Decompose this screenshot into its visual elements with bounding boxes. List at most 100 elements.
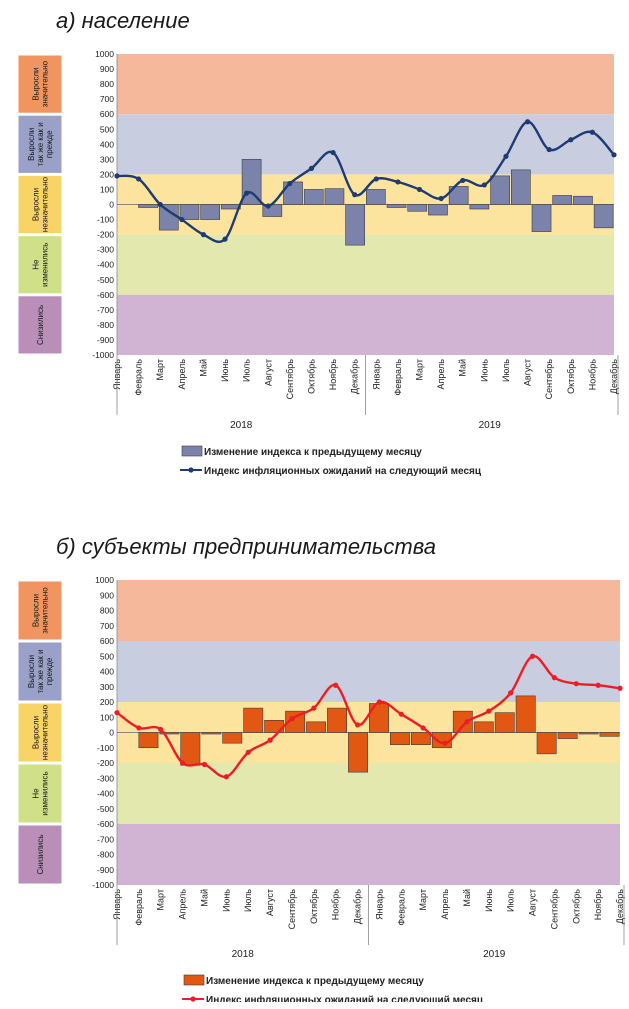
chart-a-line-point bbox=[373, 176, 379, 182]
chart-b-bar bbox=[180, 732, 201, 766]
chart-b-legend-line-label: Индекс инфляционных ожиданий на следующи… bbox=[206, 994, 484, 1002]
chart-a-ytick-label: -600 bbox=[97, 290, 114, 300]
chart-b-xtick-label: Ноябрь bbox=[331, 889, 341, 921]
chart-b-bar bbox=[452, 710, 473, 733]
chart-a-ytick-label: 300 bbox=[100, 154, 114, 164]
chart-b-bar bbox=[327, 707, 348, 733]
chart-b-xtick: Ноябрь bbox=[331, 889, 341, 921]
chart-b-xtick-label: Сентябрь bbox=[287, 889, 297, 930]
chart-b-bar bbox=[243, 707, 264, 733]
chart-b-ytick-label: 100 bbox=[100, 712, 114, 722]
chart-b-ytick-label: -500 bbox=[97, 804, 114, 814]
chart-a-xtick-label: Апрель bbox=[436, 359, 446, 390]
chart-b-xtick-label: Февраль bbox=[134, 889, 144, 926]
chart-a-ytick-label: -900 bbox=[97, 335, 114, 345]
chart-a-xtick: Июнь bbox=[479, 359, 489, 382]
chart-a-zone-label-text: Не bbox=[32, 259, 41, 270]
chart-b-xtick-label: Июнь bbox=[484, 889, 494, 912]
chart-a-line-point bbox=[460, 177, 466, 184]
chart-b-zone-label-box bbox=[17, 763, 63, 824]
chart-a-line-point bbox=[524, 119, 531, 125]
chart-a-bar bbox=[407, 204, 428, 212]
chart-a-ytick-label: -300 bbox=[97, 245, 114, 255]
chart-b-line-point bbox=[245, 749, 251, 755]
chart-b-line-point bbox=[551, 675, 557, 681]
chart-b-ytick-label: -900 bbox=[97, 865, 114, 875]
chart-a-ytick-label: -1000 bbox=[92, 350, 114, 360]
chart-b-legend-line-marker bbox=[190, 996, 196, 1002]
chart-a-zone-label-text: Выросли bbox=[32, 188, 41, 221]
chart-a-xtick: Октябрь bbox=[566, 359, 576, 394]
chart-b-line-point bbox=[158, 726, 164, 733]
chart-a-ytick-label: -800 bbox=[97, 320, 114, 330]
chart-b-xtick-label: Январь bbox=[374, 889, 384, 920]
chart-a-bar bbox=[531, 204, 552, 232]
chart-a-zone-label-box bbox=[17, 174, 63, 235]
chart-b-zone-label-box bbox=[17, 702, 63, 763]
chart-a-ytick-label: 800 bbox=[100, 79, 114, 89]
chart-b-ytick-label: -700 bbox=[97, 834, 114, 844]
chart-b-xtick: Март bbox=[156, 889, 166, 911]
chart-a-xtick: Апрель bbox=[177, 359, 187, 390]
chart-b-xtick: Октябрь bbox=[309, 889, 319, 924]
chart-b-bar bbox=[557, 732, 578, 739]
chart-a-line-point bbox=[589, 129, 595, 135]
chart-b-line-point bbox=[136, 725, 142, 731]
chart-a-ytick-label: 900 bbox=[100, 64, 114, 74]
chart-a-xtick: Июль bbox=[242, 359, 252, 382]
chart-a-zone bbox=[117, 54, 614, 115]
chart-b-ytick-label: -100 bbox=[97, 743, 114, 753]
chart-b-line-point bbox=[398, 711, 404, 717]
chart-b-line-point bbox=[289, 716, 295, 722]
chart-a-zone-label-box bbox=[17, 114, 63, 174]
chart-b-ytick-label: 700 bbox=[100, 621, 114, 631]
chart-a-line-point bbox=[546, 146, 552, 153]
chart-a-xtick: Октябрь bbox=[306, 359, 316, 394]
chart-a-line-point bbox=[416, 186, 423, 193]
chart-b-zone-label-text: Снизились bbox=[36, 834, 45, 874]
chart-b-xtick-label: Апрель bbox=[440, 889, 450, 920]
chart-b-xtick-label: Сентябрь bbox=[549, 889, 559, 930]
chart-a-line-point bbox=[352, 192, 358, 198]
chart-b-bar bbox=[348, 732, 368, 773]
chart-a-xtick-label: Октябрь bbox=[566, 359, 576, 394]
chart-a-line-point bbox=[308, 165, 315, 171]
chart-a-xtick-label: Сентябрь bbox=[544, 359, 554, 400]
chart-b-line-point bbox=[508, 690, 514, 696]
chart-a-ytick-label: -500 bbox=[97, 275, 114, 285]
chart-a-ytick-label: -700 bbox=[97, 305, 114, 315]
chart-a-zone-label: Выросли значительно bbox=[32, 60, 50, 107]
chart-b-bar bbox=[578, 732, 599, 735]
chart-b-xtick-label: Июль bbox=[506, 889, 516, 912]
chart-b-ytick-label: -600 bbox=[97, 819, 114, 829]
chart-a-xtick-label: Ноябрь bbox=[587, 359, 597, 391]
chart-b-bar bbox=[306, 721, 327, 733]
chart-a-line-point bbox=[157, 201, 163, 208]
chart-b-zone-label: Не изменились bbox=[32, 771, 50, 815]
chart-a-line-point bbox=[136, 176, 142, 182]
chart-b-bar bbox=[159, 732, 180, 735]
chart-a-zone-label-text: изменились bbox=[41, 243, 50, 287]
chart-b-xtick: Июль bbox=[506, 889, 516, 912]
chart-b-line-point bbox=[617, 685, 623, 691]
chart-b-bar bbox=[389, 732, 410, 745]
chart-a-zone-label-text: Выросли bbox=[32, 68, 41, 101]
chart-b-bar bbox=[473, 721, 494, 733]
chart-b-ytick-label: -1000 bbox=[92, 880, 114, 890]
chart-b-year-label: 2018 bbox=[232, 949, 255, 960]
chart-a-ytick-label: 1000 bbox=[95, 49, 114, 59]
chart-b-zone-label-text: Не bbox=[32, 788, 41, 799]
chart-b-legend-bar-label: Изменение индекса к предыдущему месяцу bbox=[206, 976, 424, 987]
chart-a-xtick: Февраль bbox=[134, 359, 144, 396]
chart-a-xtick: Июнь bbox=[220, 359, 230, 382]
chart-a-line-point bbox=[287, 180, 293, 187]
chart-b-xtick: Июнь bbox=[221, 889, 231, 912]
chart-a-xtick: Декабрь bbox=[350, 359, 360, 394]
chart-b-xtick: Апрель bbox=[178, 889, 188, 920]
chart-b-year-label: 2019 bbox=[483, 949, 506, 960]
chart-a-xtick-label: Декабрь bbox=[350, 359, 360, 394]
chart-b-xtick-label: Декабрь bbox=[353, 889, 363, 924]
chart-b-xtick: Январь bbox=[374, 889, 384, 920]
chart-a-ytick-label: 600 bbox=[100, 109, 114, 119]
